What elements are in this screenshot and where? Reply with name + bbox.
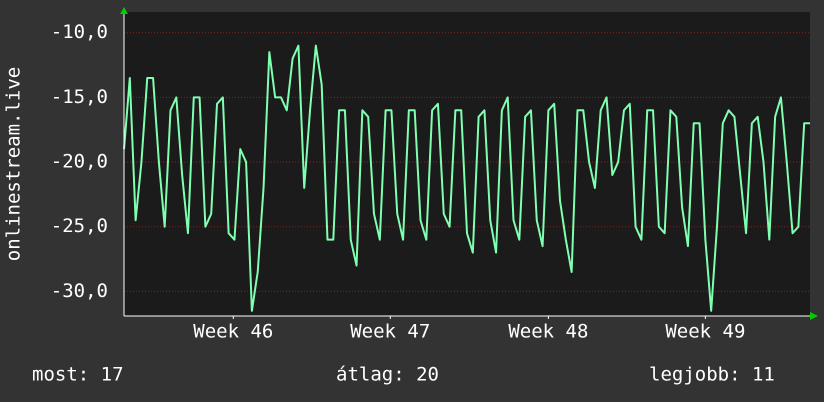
y-tick-label: -25,0	[51, 215, 108, 237]
y-arrow	[120, 7, 128, 14]
x-tick-label: Week 47	[350, 321, 430, 343]
y-tick-label: -30,0	[51, 280, 108, 302]
x-tick-label: Week 48	[508, 321, 588, 343]
y-axis-label: onlinestream.live	[3, 67, 25, 261]
y-tick-label: -10,0	[51, 21, 108, 43]
y-tick-label: -20,0	[51, 151, 108, 173]
x-tick-label: Week 49	[665, 321, 745, 343]
x-tick-label: Week 46	[193, 321, 273, 343]
footer-best: legjobb: 11	[649, 364, 775, 386]
marks	[123, 32, 810, 319]
footer-current: most: 17	[32, 364, 124, 386]
x-arrow	[810, 312, 818, 320]
series-line	[123, 44, 810, 312]
footer-average: átlag: 20	[336, 364, 439, 386]
y-tick-label: -15,0	[51, 86, 108, 108]
